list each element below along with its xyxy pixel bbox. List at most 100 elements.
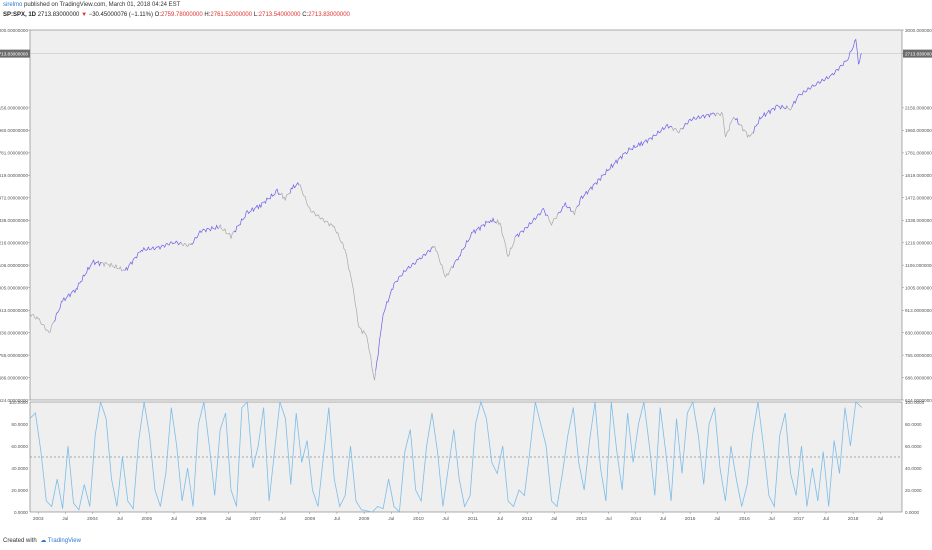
price-line-segment [251,204,258,213]
x-tick-label: Jul [714,516,720,522]
price-line-segment [477,224,483,232]
osc-y-tick-label-left: 40.0000 [11,466,28,471]
price-line-segment [814,81,820,87]
price-line-segment [681,122,687,130]
price-line-segment [87,262,93,271]
main-price-pane[interactable] [29,29,903,401]
y-tick-label-left: 1619.00000000 [0,173,28,178]
x-tick-label: 2009 [359,516,370,522]
price-line-segment [529,217,535,225]
price-line-segment [791,99,797,108]
price-line-segment [433,245,439,256]
x-tick-label: 2015 [685,516,696,522]
osc-y-tick-label-left: 60.0000 [11,444,28,449]
price-line-segment [739,123,745,132]
price-tag-right [903,49,932,58]
price-line-segment [43,324,50,333]
price-line-segment [39,318,45,326]
y-tick-label-right: 1005.00000000 [905,285,932,290]
price-line-segment [691,116,697,122]
price-line-segment [666,123,673,129]
price-line-segment [204,228,210,233]
price-line-segment [409,262,416,269]
price-line-segment [757,115,764,124]
price-line-segment [214,224,220,230]
low-label: L: [253,12,259,18]
x-tick-label: 2018 [848,516,859,522]
price-line-segment [514,232,521,238]
price-line-segment [148,246,154,251]
price-line-segment [152,246,158,251]
price-line-segment [633,142,640,148]
price-line-segment [34,316,40,320]
price-line-segment [734,117,740,125]
price-line-segment [419,253,425,260]
x-tick-label: 2014 [630,516,641,522]
price-line-segment [395,275,401,283]
current-price-label-left: 2713.83000000 [0,51,28,56]
price-line-segment [486,219,493,224]
x-tick-label: Jul [823,516,829,522]
y-tick-label-right: 1472.00000000 [905,196,932,201]
y-tick-label-left: 1216.00000000 [0,241,28,246]
price-line-segment [58,297,65,311]
y-tick-label-right: 1338.00000000 [905,218,932,223]
y-tick-label-right: 1619.00000000 [905,173,932,178]
price-line-segment [467,231,473,243]
x-tick-label: 2011 [468,516,479,522]
price-line-segment [801,90,806,96]
price-line-segment [719,111,726,138]
author-link[interactable]: sirelmo [3,2,23,8]
price-line-segment [303,195,309,207]
price-line-segment [643,138,649,144]
price-line-segment [414,257,420,265]
price-line-segment [686,118,692,125]
price-line-segment [294,181,300,189]
price-line-segment [327,222,334,227]
x-tick-label: 2016 [739,516,750,522]
y-tick-label-left: 1960.00000000 [0,128,28,133]
y-tick-label-right: 1106.00000000 [905,263,932,268]
price-line-segment [138,247,145,253]
high-label: H: [204,12,211,18]
y-tick-label-right: 624.00000000 [905,398,932,403]
tradingview-logo-icon[interactable]: ☁ [40,538,47,544]
price-line-segment [143,246,149,251]
close-value: 2713.83000000 [308,12,350,18]
price-line-segment [628,144,635,151]
price-line-segment [342,242,348,260]
price-line-segment [228,231,234,239]
price-line-segment [317,214,324,220]
price-line-segment [199,228,205,234]
price-line-segment [171,240,177,245]
price-line-segment [557,206,564,215]
price-line-segment [332,226,339,234]
price-line-segment [851,38,858,51]
price-line-segment [562,201,568,209]
x-tick-label: 2006 [196,516,207,522]
price-line-segment [710,112,716,117]
price-line-segment [810,84,816,90]
price-line-segment [715,112,721,117]
price-line-segment [805,86,811,93]
x-tick-label: 2017 [793,516,804,522]
x-tick-label: Jul [660,516,666,522]
price-line-segment [662,123,668,131]
price-line-segment [308,206,314,213]
price-line-segment [223,228,229,235]
price-line-segment [776,104,783,110]
symbol-label: SP:SPX, 1D [3,12,37,18]
y-tick-label-left: 2156.00000000 [0,106,28,111]
price-line-segment [101,261,107,268]
price-line-segment [262,197,268,204]
y-tick-label-left: 3000.00000000 [0,28,28,33]
last-price: 2713.83000000 [37,12,80,18]
price-line-segment [538,208,544,216]
tradingview-brand[interactable]: TradingView [47,538,81,544]
price-line-segment [322,218,329,223]
price-line-segment [365,333,372,356]
price-line-segment [390,281,396,294]
price-line-segment [576,195,582,208]
price-line-segment [176,240,182,246]
price-line-segment [604,168,611,175]
